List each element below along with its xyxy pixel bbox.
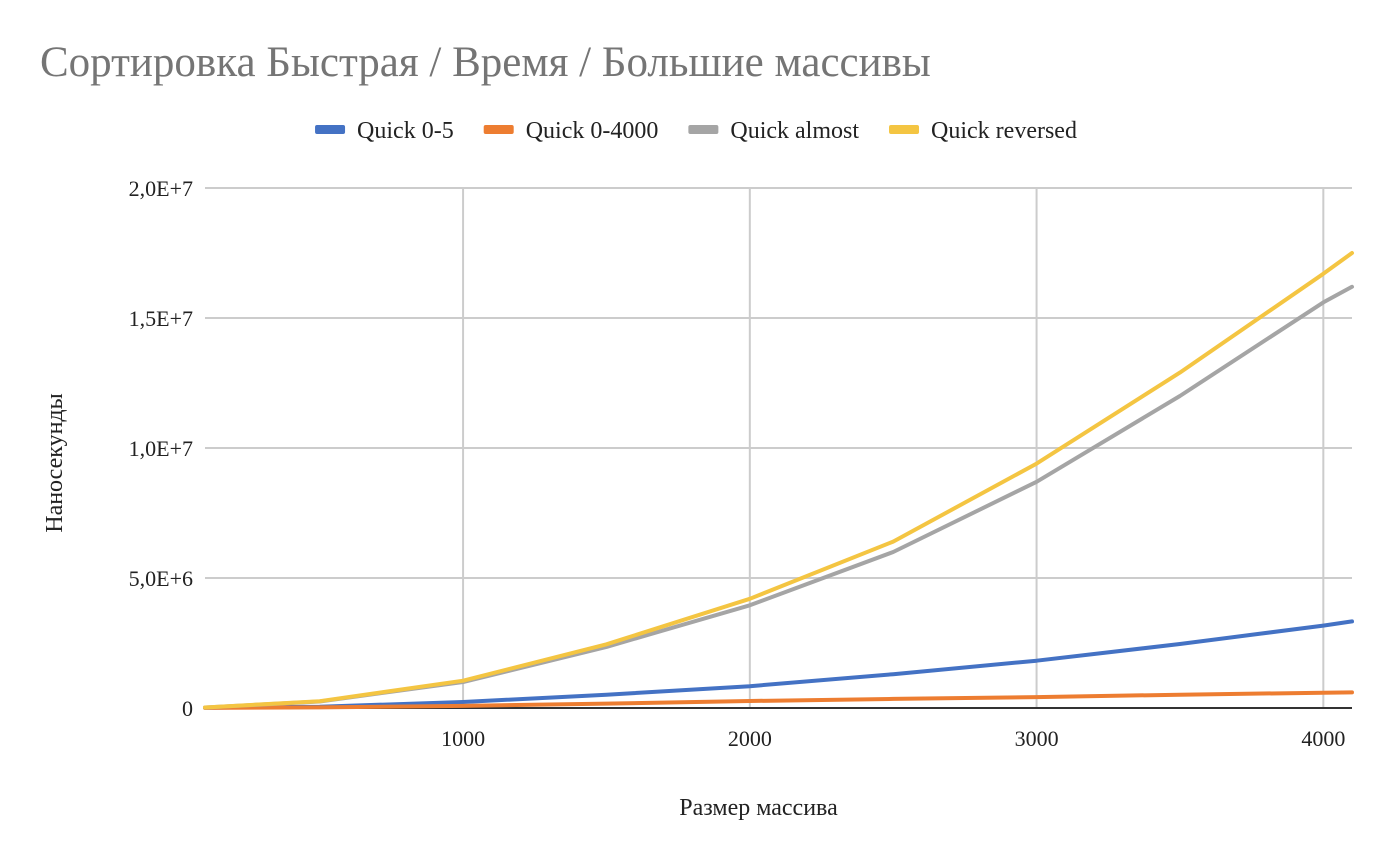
series-line-0: [203, 619, 1354, 710]
y-tick-label: 1,5E+7: [129, 306, 193, 331]
y-axis-title: Наносекунды: [42, 393, 68, 533]
series-line-1: [203, 690, 1354, 710]
chart-title: Сортировка Быстрая / Время / Большие мас…: [40, 39, 931, 86]
x-tick-label: 2000: [728, 726, 772, 751]
x-tick-label: 1000: [441, 726, 485, 751]
legend-swatch-1: [483, 125, 514, 134]
x-axis-title: Размер массива: [679, 795, 838, 821]
y-tick-label: 1,0E+7: [129, 436, 193, 461]
legend-label-3: Quick reversed: [931, 118, 1077, 144]
series-line-3: [203, 251, 1354, 710]
series-lines: [203, 251, 1354, 710]
legend-swatch-2: [688, 125, 719, 134]
y-tick-label: 0: [182, 696, 193, 721]
legend-label-0: Quick 0-5: [357, 118, 454, 144]
y-tick-label: 5,0E+6: [129, 566, 193, 591]
legend-swatch-0: [315, 125, 346, 134]
legend-swatch-3: [889, 125, 920, 134]
x-tick-label: 4000: [1301, 726, 1345, 751]
legend-label-1: Quick 0-4000: [526, 118, 659, 144]
legend: Quick 0-5 Quick 0-4000 Quick almost Quick r…: [315, 118, 1077, 144]
grid-lines: [205, 187, 1352, 708]
y-tick-label: 2,0E+7: [129, 176, 193, 201]
x-tick-label: 3000: [1015, 726, 1059, 751]
legend-label-2: Quick almost: [730, 118, 859, 144]
axis-labels: 0 5,0E+6 1,0E+7 1,5E+7 2,0E+7 1000 2000 3000 400…: [42, 176, 1345, 821]
